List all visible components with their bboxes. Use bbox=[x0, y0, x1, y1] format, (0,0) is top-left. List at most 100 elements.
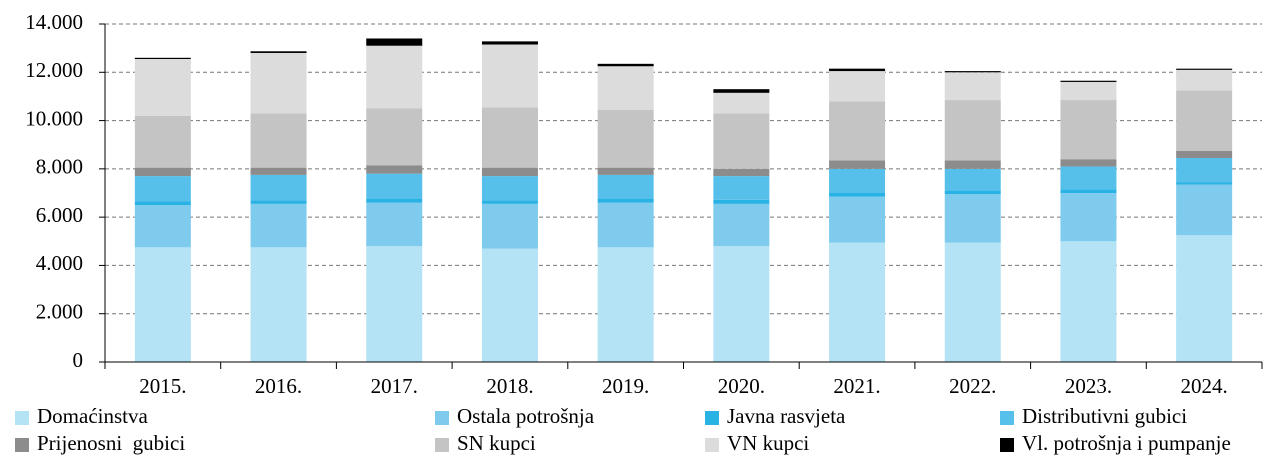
y-tick-label: 10.000 bbox=[25, 106, 83, 130]
bar-segment bbox=[481, 176, 538, 201]
bar-segment bbox=[944, 71, 1001, 73]
bar-segment bbox=[481, 248, 538, 362]
x-tick-label: 2020. bbox=[718, 374, 765, 398]
bar-segment bbox=[250, 247, 307, 362]
bar-segment bbox=[250, 113, 307, 168]
x-tick-label: 2021. bbox=[833, 374, 880, 398]
bar-segment bbox=[713, 92, 770, 114]
bar-segment bbox=[597, 247, 654, 362]
bar-segment bbox=[134, 176, 191, 202]
bar-segment bbox=[366, 38, 423, 46]
bar-segment bbox=[1176, 235, 1233, 362]
bar-segment bbox=[944, 100, 1001, 161]
bar-segment bbox=[944, 168, 1001, 191]
x-tick-label: 2024. bbox=[1181, 374, 1228, 398]
legend-label: Vl. potrošnja i pumpanje bbox=[1022, 431, 1231, 455]
y-tick-label: 12.000 bbox=[25, 58, 83, 82]
bar-segment bbox=[366, 202, 423, 247]
bar-segment bbox=[1060, 189, 1117, 193]
legend-label: VN kupci bbox=[727, 431, 809, 455]
bar-segment bbox=[944, 190, 1001, 195]
bar-segment bbox=[366, 173, 423, 199]
x-tick-label: 2018. bbox=[486, 374, 533, 398]
bar-segment bbox=[597, 174, 654, 199]
bar-segment bbox=[1060, 81, 1117, 101]
legend-label: Domaćinstva bbox=[37, 404, 148, 428]
bar-segment bbox=[829, 196, 886, 243]
bar-segment bbox=[597, 109, 654, 168]
bar-segment bbox=[366, 198, 423, 203]
bar-segment bbox=[597, 66, 654, 110]
bar-segment bbox=[481, 167, 538, 177]
legend-label: Javna rasvjeta bbox=[727, 404, 846, 428]
bar-segment bbox=[134, 115, 191, 168]
legend-swatch bbox=[435, 411, 449, 425]
legend-swatch bbox=[705, 411, 719, 425]
bar-segment bbox=[134, 247, 191, 362]
bar-segment bbox=[1176, 184, 1233, 236]
bar-segment bbox=[713, 199, 770, 204]
bar-segment bbox=[250, 52, 307, 114]
bar-segment bbox=[250, 51, 307, 53]
bar-segment bbox=[713, 176, 770, 200]
legend-label: Prijenosni gubici bbox=[37, 431, 185, 455]
bar-segment bbox=[1176, 68, 1233, 70]
bar-segment bbox=[134, 201, 191, 206]
bar-segment bbox=[1176, 182, 1233, 185]
x-tick-label: 2015. bbox=[139, 374, 186, 398]
legend-label: SN kupci bbox=[457, 431, 536, 455]
bar-segment bbox=[597, 198, 654, 203]
y-tick-label: 8.000 bbox=[36, 155, 83, 179]
bar-segment bbox=[713, 203, 770, 247]
y-tick-label: 2.000 bbox=[36, 300, 83, 324]
bar-segment bbox=[1060, 241, 1117, 362]
bar-segment bbox=[250, 174, 307, 201]
bar-segment bbox=[1060, 193, 1117, 242]
bar-segment bbox=[481, 200, 538, 204]
x-tick-label: 2019. bbox=[602, 374, 649, 398]
bar-segment bbox=[713, 246, 770, 362]
bar-segment bbox=[250, 203, 307, 248]
legend-swatch bbox=[1000, 411, 1014, 425]
legend-swatch bbox=[1000, 438, 1014, 452]
bar-segment bbox=[829, 168, 886, 193]
x-tick-label: 2022. bbox=[949, 374, 996, 398]
y-tick-label: 14.000 bbox=[25, 10, 83, 34]
bar-segment bbox=[829, 242, 886, 362]
legend-swatch bbox=[705, 438, 719, 452]
bar-segment bbox=[944, 160, 1001, 169]
y-tick-label: 0 bbox=[73, 348, 84, 372]
legend-label: Ostala potrošnja bbox=[457, 404, 595, 428]
bar-segment bbox=[1176, 90, 1233, 151]
bar-segment bbox=[134, 59, 191, 116]
bar-segment bbox=[481, 203, 538, 249]
bar-segment bbox=[366, 45, 423, 109]
bar-segment bbox=[1060, 80, 1117, 82]
bar-segment bbox=[134, 205, 191, 248]
bar-segment bbox=[597, 202, 654, 248]
legend-swatch bbox=[435, 438, 449, 452]
bar-segment bbox=[944, 72, 1001, 101]
legend-label: Distributivni gubici bbox=[1022, 404, 1187, 428]
bar-segment bbox=[829, 160, 886, 169]
bar-segment bbox=[366, 108, 423, 166]
legend-swatch bbox=[15, 438, 29, 452]
bar-segment bbox=[1060, 159, 1117, 167]
bar-segment bbox=[829, 71, 886, 102]
bar-segment bbox=[134, 57, 191, 60]
x-tick-label: 2016. bbox=[255, 374, 302, 398]
bar-segment bbox=[597, 167, 654, 175]
bar-segment bbox=[366, 165, 423, 174]
bar-segment bbox=[713, 113, 770, 169]
bar-segment bbox=[944, 194, 1001, 243]
bar-segment bbox=[1060, 100, 1117, 160]
legend-swatch bbox=[15, 411, 29, 425]
bar-segment bbox=[1176, 69, 1233, 91]
x-tick-label: 2017. bbox=[371, 374, 418, 398]
bar-segment bbox=[829, 68, 886, 72]
bar-segment bbox=[134, 167, 191, 177]
y-tick-label: 4.000 bbox=[36, 251, 83, 275]
bar-segment bbox=[829, 193, 886, 197]
bar-segment bbox=[250, 200, 307, 204]
